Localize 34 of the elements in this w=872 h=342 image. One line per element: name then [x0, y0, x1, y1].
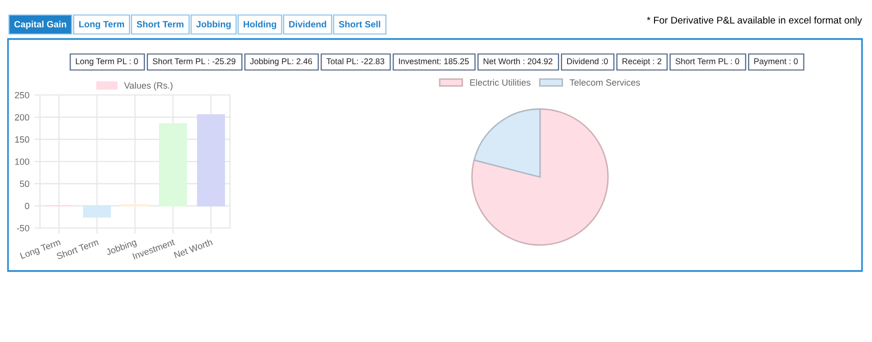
y-tick-label: 150 [15, 136, 30, 143]
text: Short Sell [338, 20, 380, 28]
legend-label: Telecom Services [570, 79, 640, 86]
text: Short Term PL : -25.29 [152, 58, 236, 64]
y-tick-label: -50 [16, 224, 30, 232]
y-tick-label: 200 [14, 114, 30, 121]
bar [159, 123, 187, 207]
pie-slice [473, 108, 541, 178]
y-tick-label: 0 [24, 202, 30, 210]
text: Capital Gain [14, 20, 66, 30]
y-tick-label: 100 [15, 158, 30, 165]
pie-slice [471, 108, 609, 246]
text: Dividend :0 [567, 58, 608, 64]
text: Net Worth : 204.92 [484, 58, 552, 64]
x-tick-label: Net Worth [174, 238, 213, 258]
text: Jobbing PL: 2.46 [250, 58, 312, 66]
bar [197, 114, 225, 207]
y-tick-label: 50 [20, 180, 30, 188]
text: Short Term [136, 20, 184, 28]
text: Dividend [289, 20, 326, 28]
legend-label: Values (Rs.) [124, 82, 172, 90]
text: Payment : 0 [754, 58, 798, 66]
bar [83, 205, 111, 218]
text: Long Term PL : 0 [76, 58, 138, 66]
text: * For Derivative P&L available in excel format only [646, 16, 862, 26]
legend-label: Electric Utilities [470, 79, 530, 86]
y-tick-label: 250 [14, 92, 30, 98]
text: Long Term [79, 21, 124, 30]
text: Jobbing [196, 20, 231, 30]
text: Investment: 185.25 [399, 58, 469, 64]
text: Short Term PL : 0 [676, 58, 740, 64]
text: Holding [244, 20, 276, 30]
text: Receipt : 2 [622, 58, 662, 66]
text: Total PL: -22.83 [326, 58, 384, 64]
